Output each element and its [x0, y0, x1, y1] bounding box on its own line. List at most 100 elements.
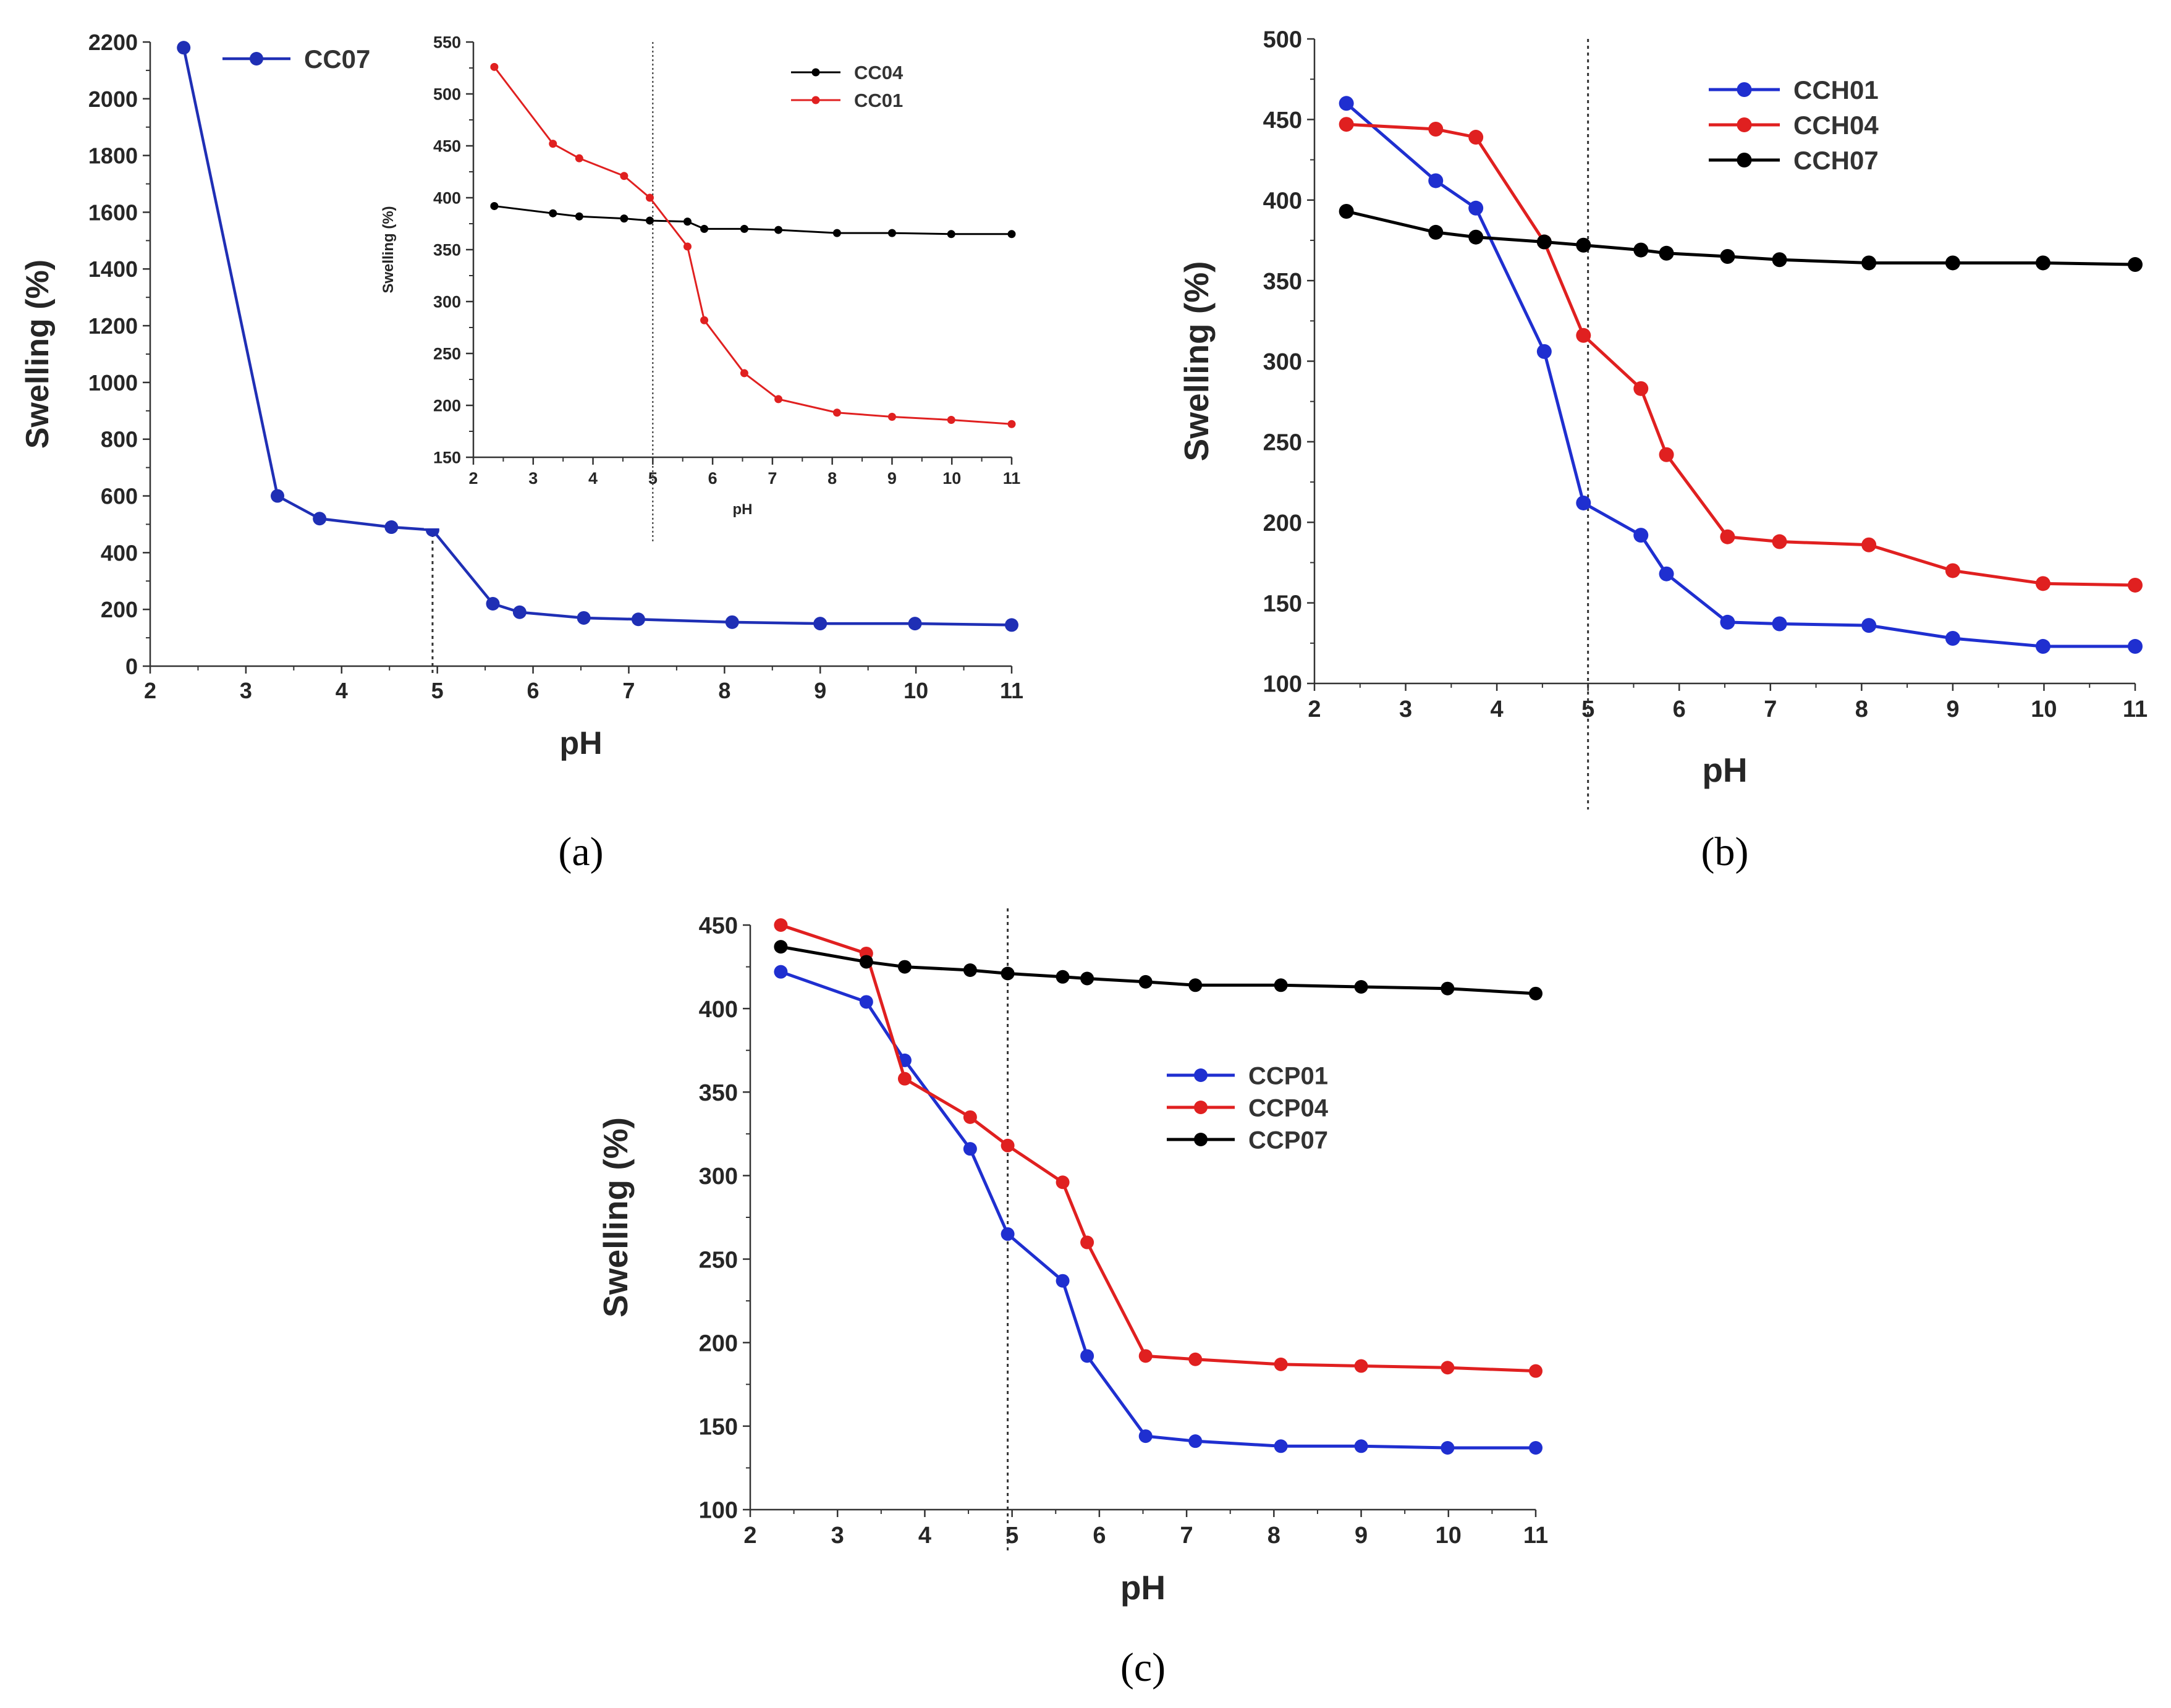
- data-point: [1274, 1439, 1288, 1453]
- panel-label: (a): [558, 829, 603, 874]
- y-axis-title: Swelling (%): [380, 206, 397, 293]
- data-point: [774, 965, 788, 979]
- legend-marker: [811, 68, 820, 77]
- x-tick-label: 2: [1308, 696, 1321, 722]
- data-point: [1428, 173, 1444, 188]
- y-tick-label: 150: [699, 1414, 738, 1440]
- data-point: [2128, 639, 2143, 654]
- inset-background: [424, 30, 1021, 528]
- panel-label: (b): [1701, 829, 1749, 874]
- y-tick-label: 450: [1263, 108, 1302, 133]
- y-tick-label: 400: [433, 189, 461, 208]
- data-point: [774, 226, 783, 234]
- y-tick-label: 2200: [88, 30, 138, 55]
- data-point: [1720, 529, 1735, 544]
- data-point: [384, 520, 399, 535]
- chart-a: 0200400600800100012001400160018002000220…: [20, 30, 1023, 874]
- data-point: [490, 201, 499, 210]
- data-point: [1001, 966, 1015, 981]
- data-point: [1428, 122, 1444, 137]
- y-tick-label: 350: [699, 1080, 738, 1106]
- x-tick-label: 2: [743, 1523, 756, 1549]
- data-point: [832, 229, 841, 237]
- x-tick-label: 8: [1855, 696, 1868, 722]
- data-point: [577, 611, 591, 625]
- legend-marker: [1737, 117, 1752, 132]
- data-point: [1001, 1227, 1015, 1241]
- data-point: [1188, 1352, 1203, 1366]
- data-point: [1633, 381, 1649, 396]
- data-point: [1529, 1364, 1543, 1378]
- x-tick-label: 8: [827, 469, 837, 488]
- x-tick-label: 3: [240, 678, 252, 703]
- y-tick-label: 250: [433, 345, 461, 363]
- data-point: [1138, 1429, 1153, 1444]
- x-tick-label: 7: [1180, 1523, 1193, 1549]
- data-point: [1468, 200, 1484, 216]
- data-point: [1720, 249, 1735, 264]
- data-point: [631, 612, 645, 627]
- data-point: [1659, 447, 1674, 462]
- series-CCH01: [1339, 96, 2143, 654]
- panel-label: (c): [1120, 1645, 1166, 1690]
- y-tick-label: 400: [699, 997, 738, 1023]
- x-tick-label: 9: [887, 469, 897, 488]
- data-point: [947, 230, 955, 239]
- y-tick-label: 550: [433, 33, 461, 52]
- data-point: [1772, 534, 1787, 549]
- y-tick-label: 450: [433, 137, 461, 156]
- data-point: [1339, 204, 1354, 219]
- legend-label: CC01: [854, 90, 903, 111]
- legend-label: CCP04: [1248, 1094, 1329, 1122]
- data-point: [1536, 344, 1552, 359]
- y-tick-label: 400: [101, 540, 138, 565]
- x-tick-label: 11: [1523, 1523, 1548, 1549]
- data-point: [700, 316, 709, 324]
- data-point: [1945, 563, 1960, 578]
- series-CCH07: [1339, 204, 2143, 273]
- x-tick-label: 10: [2031, 696, 2057, 722]
- data-point: [620, 172, 628, 180]
- data-point: [1339, 96, 1354, 111]
- y-tick-label: 300: [1263, 349, 1302, 375]
- data-point: [887, 412, 896, 421]
- x-tick-label: 8: [1267, 1523, 1280, 1549]
- legend-marker: [1737, 153, 1752, 167]
- y-tick-label: 200: [101, 597, 138, 622]
- data-point: [813, 617, 827, 631]
- x-tick-label: 5: [1005, 1523, 1018, 1549]
- y-tick-label: 1400: [88, 256, 138, 282]
- data-point: [1056, 1175, 1070, 1190]
- data-point: [1274, 978, 1288, 992]
- y-tick-label: 350: [433, 241, 461, 260]
- x-tick-label: 4: [336, 678, 348, 703]
- x-tick-label: 3: [1399, 696, 1412, 722]
- data-point: [1441, 1440, 1455, 1455]
- x-tick-label: 5: [648, 469, 658, 488]
- data-point: [1468, 130, 1484, 145]
- data-point: [887, 229, 896, 237]
- data-point: [1339, 117, 1354, 132]
- x-tick-label: 2: [468, 469, 478, 488]
- data-point: [1576, 237, 1591, 253]
- legend-marker: [250, 52, 263, 66]
- x-tick-label: 9: [814, 678, 826, 703]
- data-point: [1945, 255, 1960, 271]
- legend-label: CCH07: [1793, 146, 1879, 175]
- y-tick-label: 250: [699, 1247, 738, 1273]
- data-point: [1861, 537, 1877, 552]
- legend-label: CCP01: [1248, 1062, 1328, 1089]
- y-tick-label: 0: [125, 654, 138, 679]
- data-point: [1354, 1359, 1368, 1373]
- y-tick-label: 600: [101, 484, 138, 509]
- y-tick-label: 1800: [88, 143, 138, 169]
- legend-marker: [1194, 1068, 1208, 1082]
- y-tick-label: 2000: [88, 87, 138, 112]
- data-point: [1441, 1361, 1455, 1375]
- x-tick-label: 6: [1093, 1523, 1106, 1549]
- y-axis-title: Swelling (%): [596, 1117, 635, 1317]
- data-point: [897, 1072, 912, 1086]
- y-tick-label: 500: [1263, 27, 1302, 53]
- data-point: [1001, 1138, 1015, 1152]
